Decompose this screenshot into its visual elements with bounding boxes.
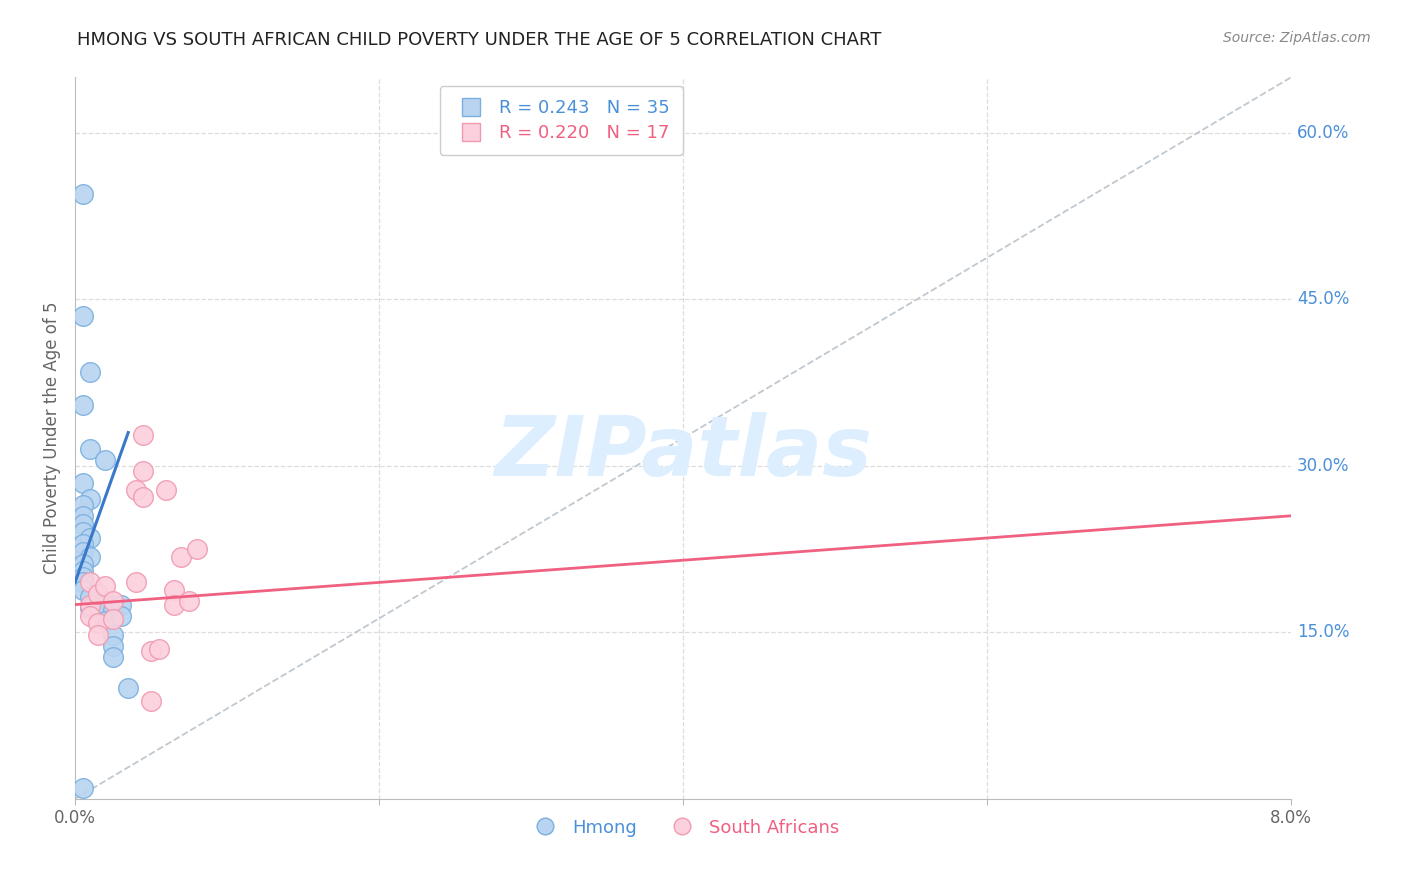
Point [72, 498, 94, 512]
Point [79, 492, 101, 507]
Y-axis label: Child Poverty Under the Age of 5: Child Poverty Under the Age of 5 [44, 301, 60, 574]
Point [110, 598, 132, 612]
Point [101, 627, 124, 641]
Point [79, 608, 101, 623]
Point [72, 186, 94, 201]
Point [72, 564, 94, 578]
Point [117, 681, 139, 695]
Point [79, 598, 101, 612]
Point [72, 309, 94, 323]
Text: ZIPatlas: ZIPatlas [494, 412, 872, 493]
Point [101, 594, 124, 608]
Point [186, 542, 208, 557]
Point [87, 627, 110, 641]
Point [110, 608, 132, 623]
Text: 30.0%: 30.0% [1296, 457, 1350, 475]
Point [155, 483, 177, 498]
Point [139, 694, 162, 708]
Point [139, 644, 162, 658]
Point [163, 583, 186, 598]
Text: 15.0%: 15.0% [1296, 624, 1350, 641]
Legend: Hmong, South Africans: Hmong, South Africans [520, 812, 846, 844]
Text: HMONG VS SOUTH AFRICAN CHILD POVERTY UNDER THE AGE OF 5 CORRELATION CHART: HMONG VS SOUTH AFRICAN CHILD POVERTY UND… [77, 31, 882, 49]
Point [79, 601, 101, 615]
Point [79, 531, 101, 545]
Point [163, 598, 186, 612]
Point [72, 525, 94, 540]
Point [125, 575, 148, 590]
Point [148, 642, 170, 657]
Point [132, 427, 155, 442]
Point [132, 465, 155, 479]
Point [132, 490, 155, 504]
Point [72, 508, 94, 523]
Point [79, 442, 101, 457]
Point [125, 483, 148, 498]
Point [87, 616, 110, 631]
Point [94, 606, 117, 620]
Point [101, 612, 124, 626]
Point [72, 475, 94, 490]
Point [94, 579, 117, 593]
Point [72, 780, 94, 795]
Point [72, 398, 94, 412]
Point [79, 575, 101, 590]
Point [79, 365, 101, 379]
Point [79, 549, 101, 564]
Point [72, 545, 94, 559]
Point [79, 590, 101, 604]
Point [101, 649, 124, 664]
Point [101, 639, 124, 653]
Point [94, 453, 117, 467]
Point [94, 598, 117, 612]
Point [72, 516, 94, 531]
Point [72, 557, 94, 571]
Point [72, 570, 94, 584]
Point [94, 594, 117, 608]
Text: 45.0%: 45.0% [1296, 291, 1350, 309]
Text: Source: ZipAtlas.com: Source: ZipAtlas.com [1223, 31, 1371, 45]
Text: 60.0%: 60.0% [1296, 124, 1350, 142]
Point [72, 575, 94, 590]
Point [94, 614, 117, 628]
Point [87, 586, 110, 600]
Point [101, 603, 124, 617]
Point [177, 594, 200, 608]
Point [170, 549, 193, 564]
Point [72, 536, 94, 550]
Point [72, 583, 94, 598]
